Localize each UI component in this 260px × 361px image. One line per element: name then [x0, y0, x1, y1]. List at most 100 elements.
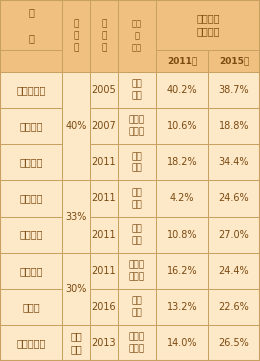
- Bar: [90, 0, 118, 72]
- Bar: [156, 253, 208, 289]
- Bar: [62, 253, 90, 289]
- Bar: [156, 0, 260, 50]
- Text: 33%: 33%: [65, 212, 87, 222]
- Bar: [156, 180, 208, 217]
- Text: 10.6%: 10.6%: [167, 121, 197, 131]
- Bar: [208, 180, 260, 217]
- Text: 16.2%: 16.2%: [167, 266, 197, 276]
- Bar: [208, 325, 260, 361]
- Bar: [62, 0, 90, 72]
- Text: 18.8%: 18.8%: [219, 121, 249, 131]
- Bar: [90, 325, 118, 361]
- Bar: [90, 144, 118, 180]
- Text: 2016: 2016: [92, 302, 116, 312]
- Text: 2005: 2005: [92, 85, 116, 95]
- Bar: [208, 217, 260, 253]
- Text: 枠法
組
み的: 枠法 組 み的: [132, 20, 142, 52]
- Text: 遵守か
説明か: 遵守か 説明か: [129, 116, 145, 136]
- Text: 制裁
あり: 制裁 あり: [132, 152, 142, 173]
- Bar: [156, 108, 208, 144]
- Text: 4.2%: 4.2%: [170, 193, 194, 204]
- Text: 施
行
年: 施 行 年: [101, 20, 107, 52]
- Text: 制裁
あり: 制裁 あり: [132, 296, 142, 317]
- Text: 22.6%: 22.6%: [219, 302, 249, 312]
- Text: ベルギー: ベルギー: [19, 230, 43, 240]
- Text: 2013: 2013: [92, 338, 116, 348]
- Text: 国

名: 国 名: [28, 7, 34, 43]
- Text: ノルウェー: ノルウェー: [16, 85, 46, 95]
- Text: 2015年: 2015年: [219, 57, 249, 65]
- Text: 遵守か
説明か: 遵守か 説明か: [129, 332, 145, 353]
- Text: 2011年: 2011年: [167, 57, 197, 65]
- Bar: [118, 0, 156, 72]
- Bar: [0, 180, 62, 217]
- Bar: [0, 108, 62, 144]
- Bar: [90, 72, 118, 108]
- Text: 13.2%: 13.2%: [167, 302, 197, 312]
- Text: オランダ: オランダ: [19, 266, 43, 276]
- Bar: [62, 180, 90, 253]
- Bar: [62, 325, 90, 361]
- Text: 自主
目標: 自主 目標: [70, 331, 82, 355]
- Text: 2011: 2011: [92, 230, 116, 240]
- Bar: [118, 144, 156, 180]
- Bar: [90, 108, 118, 144]
- Text: 24.6%: 24.6%: [219, 193, 249, 204]
- Bar: [118, 253, 156, 289]
- Bar: [0, 0, 62, 50]
- Bar: [0, 289, 62, 325]
- Bar: [62, 108, 90, 144]
- Text: 2007: 2007: [92, 121, 116, 131]
- Bar: [90, 180, 118, 217]
- Text: 2011: 2011: [92, 157, 116, 167]
- Bar: [62, 180, 90, 217]
- Bar: [62, 289, 90, 325]
- Text: 18.2%: 18.2%: [167, 157, 197, 167]
- Bar: [62, 325, 90, 361]
- Text: 制裁
あり: 制裁 あり: [132, 188, 142, 209]
- Text: スペイン: スペイン: [19, 121, 43, 131]
- Text: フランス: フランス: [19, 157, 43, 167]
- Bar: [118, 217, 156, 253]
- Bar: [0, 72, 62, 108]
- Bar: [156, 289, 208, 325]
- Bar: [208, 289, 260, 325]
- Bar: [62, 253, 90, 325]
- Text: 30%: 30%: [65, 284, 87, 294]
- Text: 27.0%: 27.0%: [219, 230, 249, 240]
- Bar: [0, 144, 62, 180]
- Bar: [90, 253, 118, 289]
- Bar: [208, 108, 260, 144]
- Text: 10.8%: 10.8%: [167, 230, 197, 240]
- Bar: [208, 144, 260, 180]
- Text: 40.2%: 40.2%: [167, 85, 197, 95]
- Bar: [156, 325, 208, 361]
- Text: 38.7%: 38.7%: [219, 85, 249, 95]
- Bar: [118, 72, 156, 108]
- Bar: [0, 253, 62, 289]
- Bar: [118, 108, 156, 144]
- Text: 制裁
あり: 制裁 あり: [132, 80, 142, 100]
- Bar: [118, 289, 156, 325]
- Text: 24.4%: 24.4%: [219, 266, 249, 276]
- Text: 2011: 2011: [92, 193, 116, 204]
- Bar: [208, 253, 260, 289]
- Bar: [118, 325, 156, 361]
- Text: 34.4%: 34.4%: [219, 157, 249, 167]
- Text: 制裁
あり: 制裁 あり: [132, 224, 142, 245]
- Text: 目
標
値: 目 標 値: [73, 20, 79, 52]
- Bar: [208, 72, 260, 108]
- Bar: [156, 217, 208, 253]
- Text: 26.5%: 26.5%: [219, 338, 249, 348]
- Bar: [208, 50, 260, 72]
- Bar: [156, 144, 208, 180]
- Text: イタリア: イタリア: [19, 193, 43, 204]
- Bar: [156, 50, 208, 72]
- Text: 取締役の
女性比率: 取締役の 女性比率: [196, 13, 220, 36]
- Text: 遵守か
説明か: 遵守か 説明か: [129, 260, 145, 281]
- Bar: [62, 72, 90, 108]
- Text: 2011: 2011: [92, 266, 116, 276]
- Bar: [0, 50, 62, 72]
- Bar: [118, 180, 156, 217]
- Bar: [0, 325, 62, 361]
